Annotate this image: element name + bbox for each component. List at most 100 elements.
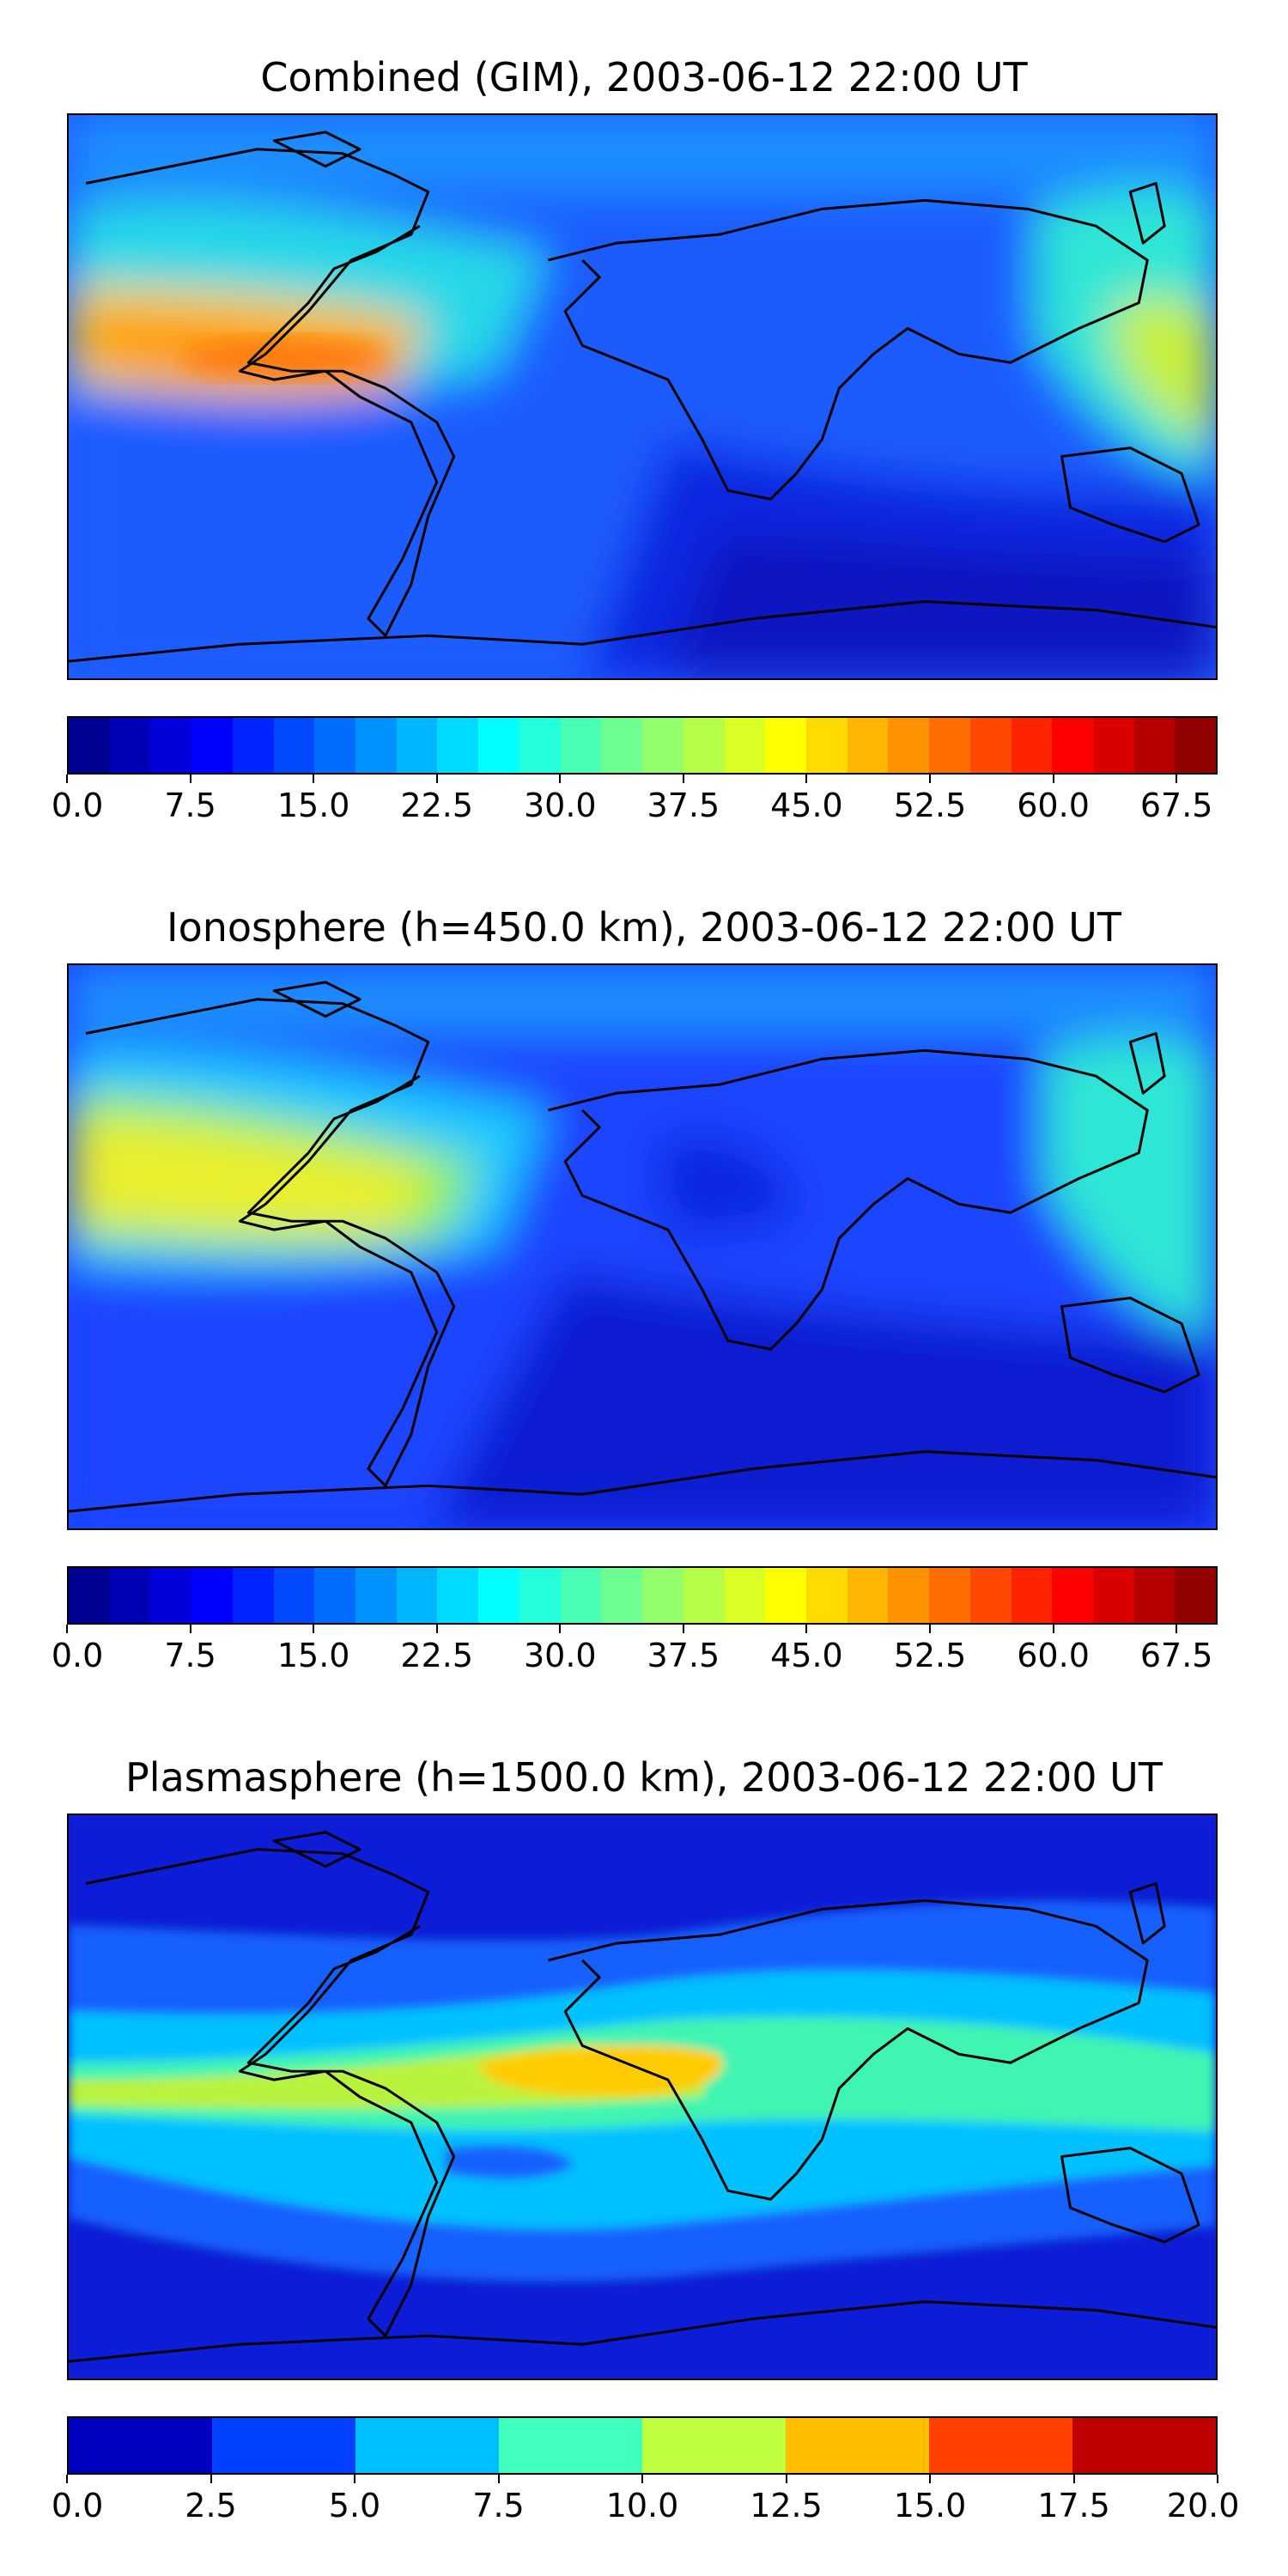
- colorbar-segment: [1175, 718, 1216, 773]
- colorbar-tick: [805, 1625, 808, 1633]
- colorbar-tick: [66, 2475, 68, 2483]
- colorbar-segment: [355, 1568, 397, 1623]
- colorbar-segment: [724, 1568, 766, 1623]
- colorbar-ionosphere: [67, 1566, 1218, 1625]
- colorbar-segment: [1011, 718, 1053, 773]
- colorbar-segment: [1133, 718, 1176, 773]
- colorbar-segment: [786, 2418, 929, 2473]
- colorbar-segment: [109, 718, 151, 773]
- colorbar-segment: [724, 718, 766, 773]
- colorbar-segment: [847, 718, 889, 773]
- colorbar-segment: [519, 1568, 561, 1623]
- colorbar-segment: [478, 718, 519, 773]
- colorbar-segment: [1092, 718, 1134, 773]
- panel-title-plasmasphere: Plasmasphere (h=1500.0 km), 2003-06-12 2…: [125, 1754, 1163, 1801]
- map-combined-svg: [69, 115, 1216, 678]
- colorbar-tick-label: 67.5: [1139, 787, 1213, 824]
- colorbar-segment: [929, 1568, 970, 1623]
- colorbar-tick-label: 52.5: [893, 1637, 967, 1674]
- colorbar-segment: [1133, 1568, 1176, 1623]
- colorbar-segment: [396, 1568, 438, 1623]
- colorbar-segment: [437, 718, 479, 773]
- colorbar-tick: [189, 775, 191, 783]
- colorbar-tick: [682, 1625, 684, 1633]
- colorbar-segment: [805, 1568, 848, 1623]
- colorbar-tick: [1072, 2475, 1075, 2483]
- panel-title-combined: Combined (GIM), 2003-06-12 22:00 UT: [260, 54, 1028, 100]
- colorbar-tick: [354, 2475, 355, 2483]
- colorbar-segment: [478, 1568, 519, 1623]
- colorbar-tick: [313, 1625, 315, 1633]
- colorbar-segment: [519, 718, 561, 773]
- colorbar-tick-label: 5.0: [328, 2487, 381, 2524]
- colorbar-tick-label: 0.0: [51, 787, 104, 824]
- colorbar-segment: [642, 2418, 786, 2473]
- colorbar-segment: [1175, 1568, 1216, 1623]
- colorbar-tick-label: 15.0: [276, 1637, 350, 1674]
- colorbar-segment: [69, 2418, 212, 2473]
- map-plasmasphere-svg: [69, 1815, 1216, 2379]
- colorbar-tick: [189, 1625, 191, 1633]
- map-ionosphere-svg: [69, 965, 1216, 1528]
- map-ionosphere: [67, 963, 1218, 1530]
- colorbar-segment: [1052, 718, 1093, 773]
- colorbar-segment: [888, 1568, 930, 1623]
- colorbar-segment: [847, 1568, 889, 1623]
- colorbar-tick: [435, 1625, 438, 1633]
- colorbar-tick-label: 37.5: [647, 1637, 720, 1674]
- colorbar-tick-label: 30.0: [523, 787, 597, 824]
- colorbar-tick: [641, 2475, 643, 2483]
- colorbar-tick: [682, 775, 684, 783]
- colorbar-ticks-combined: 0.0 7.5 15.0 22.5 30.0 37.5 45.0 52.5 60.0 67.5: [52, 775, 1218, 826]
- colorbar-tick: [66, 775, 68, 783]
- colorbar-segment: [437, 1568, 479, 1623]
- colorbar-tick-label: 2.5: [185, 2487, 237, 2524]
- colorbar-segment: [888, 718, 930, 773]
- colorbar-segment: [109, 1568, 151, 1623]
- colorbar-tick-label: 45.0: [770, 787, 843, 824]
- colorbar-tick: [559, 775, 562, 783]
- colorbar-tick-label: 67.5: [1139, 1637, 1213, 1674]
- colorbar-tick-label: 60.0: [1017, 787, 1090, 824]
- colorbar-segment: [642, 718, 683, 773]
- colorbar-tick: [1217, 2475, 1218, 2483]
- map-plasmasphere: [67, 1814, 1218, 2380]
- colorbar-segment: [314, 718, 356, 773]
- colorbar-segment: [396, 718, 438, 773]
- colorbar-tick-label: 30.0: [523, 1637, 597, 1674]
- colorbar-tick-label: 12.5: [750, 2487, 823, 2524]
- colorbar-segment: [355, 2418, 499, 2473]
- colorbar-segment: [969, 1568, 1012, 1623]
- colorbar-tick-label: 22.5: [400, 787, 474, 824]
- colorbar-segment: [150, 718, 192, 773]
- colorbar-segment: [314, 1568, 356, 1623]
- colorbar-segment: [355, 718, 397, 773]
- colorbar-tick: [929, 775, 931, 783]
- colorbar-tick-label: 10.0: [605, 2487, 679, 2524]
- colorbar-tick: [1176, 1625, 1178, 1633]
- colorbar-segment: [642, 1568, 683, 1623]
- colorbar-tick: [805, 775, 808, 783]
- colorbar-combined: [67, 716, 1218, 775]
- colorbar-tick-label: 45.0: [770, 1637, 843, 1674]
- colorbar-ticks-ionosphere: 0.0 7.5 15.0 22.5 30.0 37.5 45.0 52.5 60.0 67.5: [52, 1625, 1218, 1676]
- colorbar-segment: [69, 1568, 110, 1623]
- colorbar-ticks-plasmasphere: 0.0 2.5 5.0 7.5 10.0 12.5 15.0 17.5 20.0: [52, 2475, 1239, 2526]
- colorbar-tick-label: 52.5: [893, 787, 967, 824]
- colorbar-segment: [601, 1568, 643, 1623]
- colorbar-segment: [560, 718, 602, 773]
- colorbar-segment: [601, 718, 643, 773]
- colorbar-plasmasphere: [67, 2416, 1218, 2475]
- colorbar-segment: [150, 1568, 192, 1623]
- colorbar-segment: [969, 718, 1012, 773]
- colorbar-segment: [191, 718, 233, 773]
- colorbar-segment: [929, 718, 970, 773]
- colorbar-segment: [805, 718, 848, 773]
- colorbar-tick: [435, 775, 438, 783]
- colorbar-tick-label: 17.5: [1037, 2487, 1110, 2524]
- colorbar-tick-label: 15.0: [276, 787, 350, 824]
- colorbar-segment: [1011, 1568, 1053, 1623]
- colorbar-tick: [66, 1625, 68, 1633]
- colorbar-tick: [210, 2475, 212, 2483]
- colorbar-tick: [1176, 775, 1178, 783]
